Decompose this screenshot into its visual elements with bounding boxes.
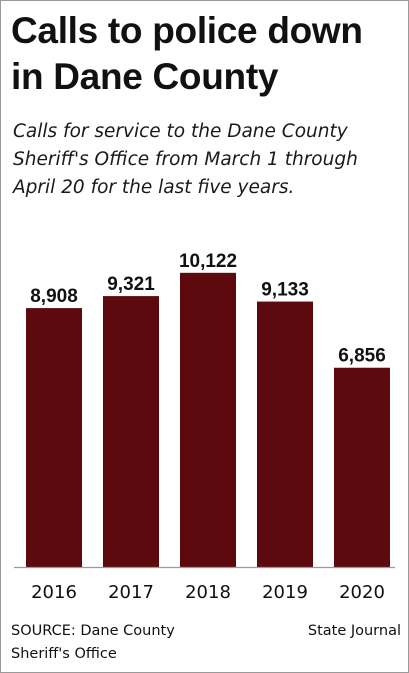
chart-title-line-1: Calls to police down — [11, 10, 363, 51]
chart-title-line-2: in Dane County — [11, 56, 279, 97]
credit-note: State Journal — [307, 623, 401, 639]
chart-subtitle-line-2: Sheriff's Office from March 1 through — [13, 149, 358, 170]
x-tick-label-2016: 2016 — [31, 582, 77, 603]
value-label-2020: 6,856 — [338, 346, 386, 367]
source-line-1: SOURCE: Dane County — [11, 623, 175, 639]
source-line-2: Sheriff's Office — [11, 646, 117, 662]
bar-2016 — [26, 308, 82, 567]
bar-2018 — [180, 272, 236, 567]
value-label-2018: 10,122 — [179, 251, 237, 272]
bar-2020 — [334, 367, 390, 567]
x-tick-label-2018: 2018 — [185, 582, 231, 603]
value-label-group: 8,908 9,321 10,122 9,133 6,856 — [30, 251, 386, 367]
chart-subtitle-line-3: April 20 for the last five years. — [13, 177, 295, 198]
bar-group — [26, 272, 390, 567]
x-tick-label-2020: 2020 — [339, 582, 385, 603]
chart-title: Calls to police down in Dane County — [11, 8, 403, 100]
value-label-2019: 9,133 — [261, 280, 309, 301]
x-tick-label-2017: 2017 — [108, 582, 154, 603]
chart-subtitle: Calls for service to the Dane County She… — [13, 118, 398, 202]
bar-2017 — [103, 296, 159, 567]
bar-2019 — [257, 301, 313, 567]
tick-label-group: 2016 2017 2018 2019 2020 — [31, 582, 385, 603]
chart-subtitle-line-1: Calls for service to the Dane County — [13, 121, 348, 142]
x-tick-label-2019: 2019 — [262, 582, 308, 603]
value-label-2017: 9,321 — [107, 274, 155, 295]
value-label-2016: 8,908 — [30, 286, 78, 307]
source-note: SOURCE: Dane County Sheriff's Office — [11, 620, 271, 666]
